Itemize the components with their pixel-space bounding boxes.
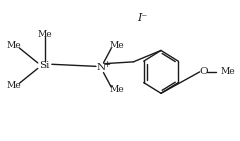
Text: +: + (103, 60, 110, 69)
Text: Si: Si (40, 61, 50, 70)
Text: Me: Me (109, 85, 124, 94)
Text: Me: Me (109, 41, 124, 50)
Text: Me: Me (7, 81, 22, 90)
Text: N: N (96, 63, 106, 72)
Text: Me: Me (221, 67, 235, 76)
Text: Me: Me (37, 30, 52, 39)
Text: Me: Me (7, 41, 22, 50)
Text: I⁻: I⁻ (137, 13, 147, 23)
Text: O: O (199, 67, 208, 76)
